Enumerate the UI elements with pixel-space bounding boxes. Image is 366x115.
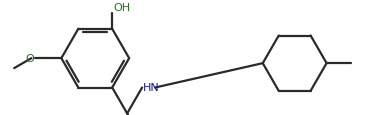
Text: HN: HN [143, 82, 160, 92]
Text: OH: OH [113, 3, 130, 13]
Text: O: O [26, 54, 34, 64]
